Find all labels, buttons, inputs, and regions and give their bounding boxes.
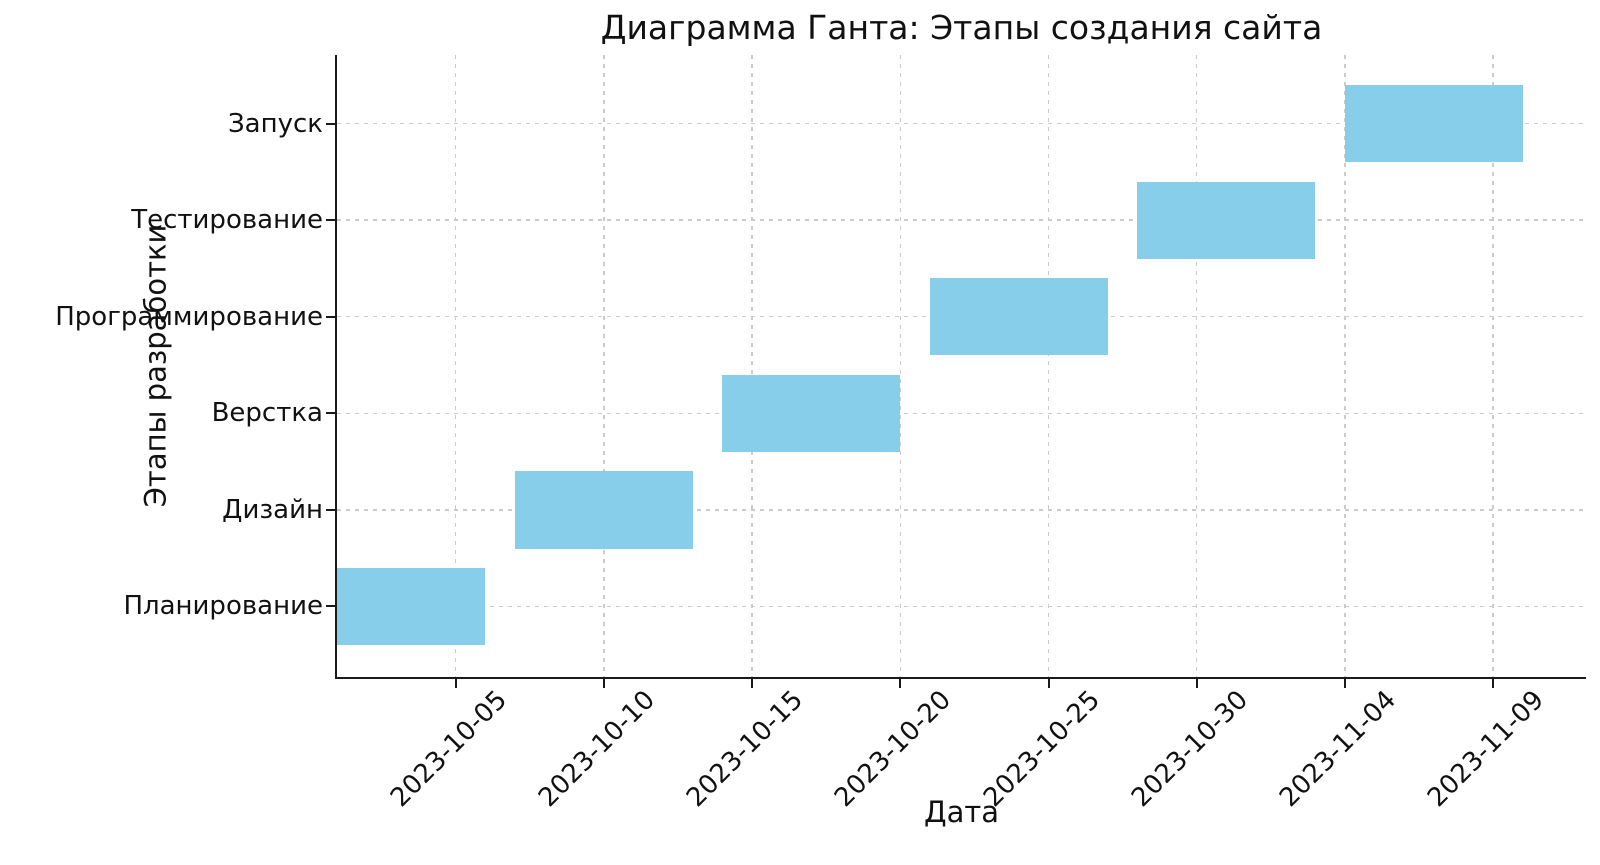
gantt-bar	[1137, 181, 1316, 259]
horizontal-gridline	[337, 605, 1586, 608]
x-tick-mark	[1492, 679, 1495, 688]
x-tick-label: 2023-10-25	[977, 684, 1106, 814]
horizontal-gridline	[337, 412, 1586, 415]
x-tick-mark	[899, 679, 902, 688]
chart-title: Диаграмма Ганта: Этапы создания сайта	[600, 8, 1323, 47]
vertical-gridline	[1344, 55, 1346, 677]
y-tick-mark	[326, 315, 335, 318]
vertical-gridline	[1047, 55, 1050, 677]
y-axis-label: Этапы разработки	[138, 224, 173, 508]
y-tick-label: Программирование	[55, 301, 323, 332]
x-tick-mark	[1343, 679, 1346, 688]
vertical-gridline	[899, 55, 902, 677]
horizontal-gridline	[337, 509, 1586, 511]
x-tick-label: 2023-10-05	[384, 684, 513, 814]
horizontal-gridline	[337, 122, 1586, 125]
y-tick-label: Тестирование	[131, 205, 323, 236]
y-tick-mark	[326, 412, 335, 415]
vertical-gridline	[1492, 55, 1494, 677]
vertical-gridline	[751, 55, 753, 677]
x-axis-spine	[335, 677, 1586, 679]
y-tick-mark	[326, 508, 335, 511]
gantt-bar	[1344, 84, 1523, 163]
x-tick-mark	[751, 679, 754, 688]
y-tick-mark	[326, 219, 335, 222]
gantt-bar	[722, 374, 901, 452]
gantt-bar	[337, 567, 486, 646]
y-tick-label: Дизайн	[222, 494, 323, 525]
y-tick-mark	[326, 605, 335, 608]
y-axis-spine	[335, 55, 337, 679]
horizontal-gridline	[337, 219, 1586, 221]
x-tick-mark	[602, 679, 605, 688]
plot-area: Планирование Дизайн Верстка Программировани…	[55, 55, 1586, 813]
x-axis-label: Дата	[923, 795, 1000, 829]
x-tick-label: 2023-11-09	[1422, 684, 1551, 814]
x-tick-label: 2023-10-15	[681, 684, 810, 814]
x-tick-label: 2023-10-10	[532, 684, 661, 814]
x-tick-label: 2023-10-30	[1125, 684, 1254, 814]
x-tick-label: 2023-10-20	[829, 684, 958, 814]
y-tick-label: Запуск	[228, 108, 323, 139]
y-tick-mark	[326, 122, 335, 125]
x-tick-label: 2023-11-04	[1273, 684, 1403, 814]
gantt-bar	[514, 471, 693, 549]
x-tick-mark	[454, 679, 457, 688]
vertical-gridline	[1195, 55, 1198, 677]
vertical-gridline	[603, 55, 605, 677]
y-tick-label: Верстка	[211, 398, 323, 429]
gantt-bar	[929, 278, 1108, 356]
vertical-gridline	[454, 55, 457, 677]
y-tick-label: Планирование	[123, 591, 323, 622]
x-tick-mark	[1047, 679, 1050, 688]
x-tick-mark	[1195, 679, 1198, 688]
